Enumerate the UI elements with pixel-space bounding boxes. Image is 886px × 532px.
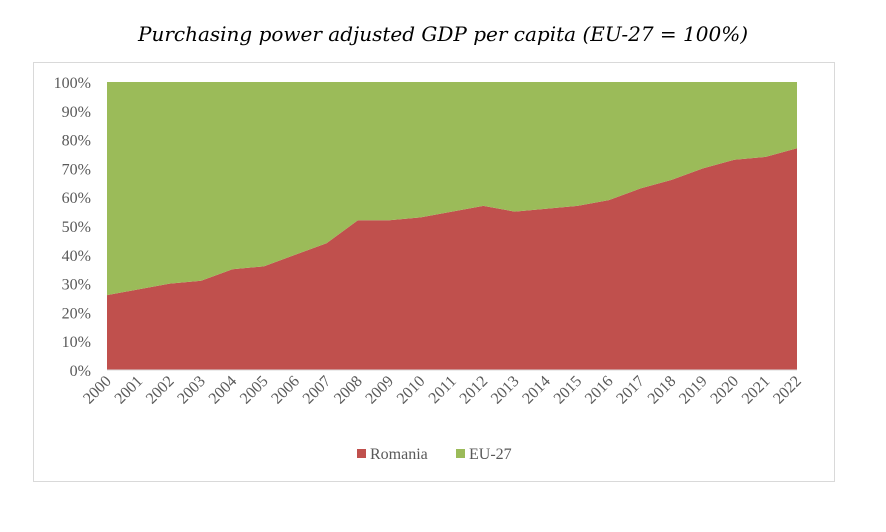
y-tick-label: 90%	[62, 104, 91, 121]
x-tick-label: 2004	[206, 373, 241, 408]
legend-label: EU-27	[469, 446, 512, 463]
x-tick-label: 2021	[739, 373, 774, 408]
x-tick-label: 2003	[174, 373, 209, 408]
x-tick-label: 2015	[551, 373, 586, 408]
x-tick-label: 2007	[300, 373, 335, 408]
x-tick-label: 2011	[426, 373, 460, 407]
y-tick-label: 30%	[62, 277, 91, 294]
x-tick-label: 2009	[362, 373, 397, 408]
x-tick-label: 2002	[143, 373, 178, 408]
x-tick-label: 2017	[613, 373, 648, 408]
x-tick-label: 2010	[394, 373, 429, 408]
x-tick-label: 2013	[488, 373, 523, 408]
x-tick-label: 2019	[676, 373, 711, 408]
y-tick-label: 20%	[62, 305, 91, 322]
x-tick-label: 2022	[770, 373, 805, 408]
legend-label: Romania	[370, 446, 428, 463]
x-tick-label: 2016	[582, 373, 617, 408]
x-tick-label: 2014	[519, 373, 554, 408]
y-tick-label: 100%	[54, 75, 91, 92]
y-tick-label: 80%	[62, 133, 91, 150]
x-tick-label: 2001	[112, 373, 147, 408]
y-tick-label: 40%	[62, 248, 91, 265]
y-tick-label: 70%	[62, 161, 91, 178]
area-series-romania	[107, 148, 797, 370]
chart-frame	[33, 62, 835, 482]
chart-title: Purchasing power adjusted GDP per capita…	[137, 22, 749, 46]
x-tick-label: 2008	[331, 373, 366, 408]
y-tick-label: 50%	[62, 219, 91, 236]
legend-swatch-romania	[357, 449, 366, 458]
x-tick-label: 2006	[268, 373, 303, 408]
y-tick-label: 10%	[62, 334, 91, 351]
x-tick-label: 2020	[707, 373, 742, 408]
x-tick-label: 2018	[645, 373, 680, 408]
x-tick-label: 2005	[237, 373, 272, 408]
x-tick-label: 2012	[457, 373, 492, 408]
y-tick-label: 0%	[70, 363, 91, 380]
legend-swatch-eu-27	[456, 449, 465, 458]
y-tick-label: 60%	[62, 190, 91, 207]
area-series-eu-27	[107, 82, 797, 296]
